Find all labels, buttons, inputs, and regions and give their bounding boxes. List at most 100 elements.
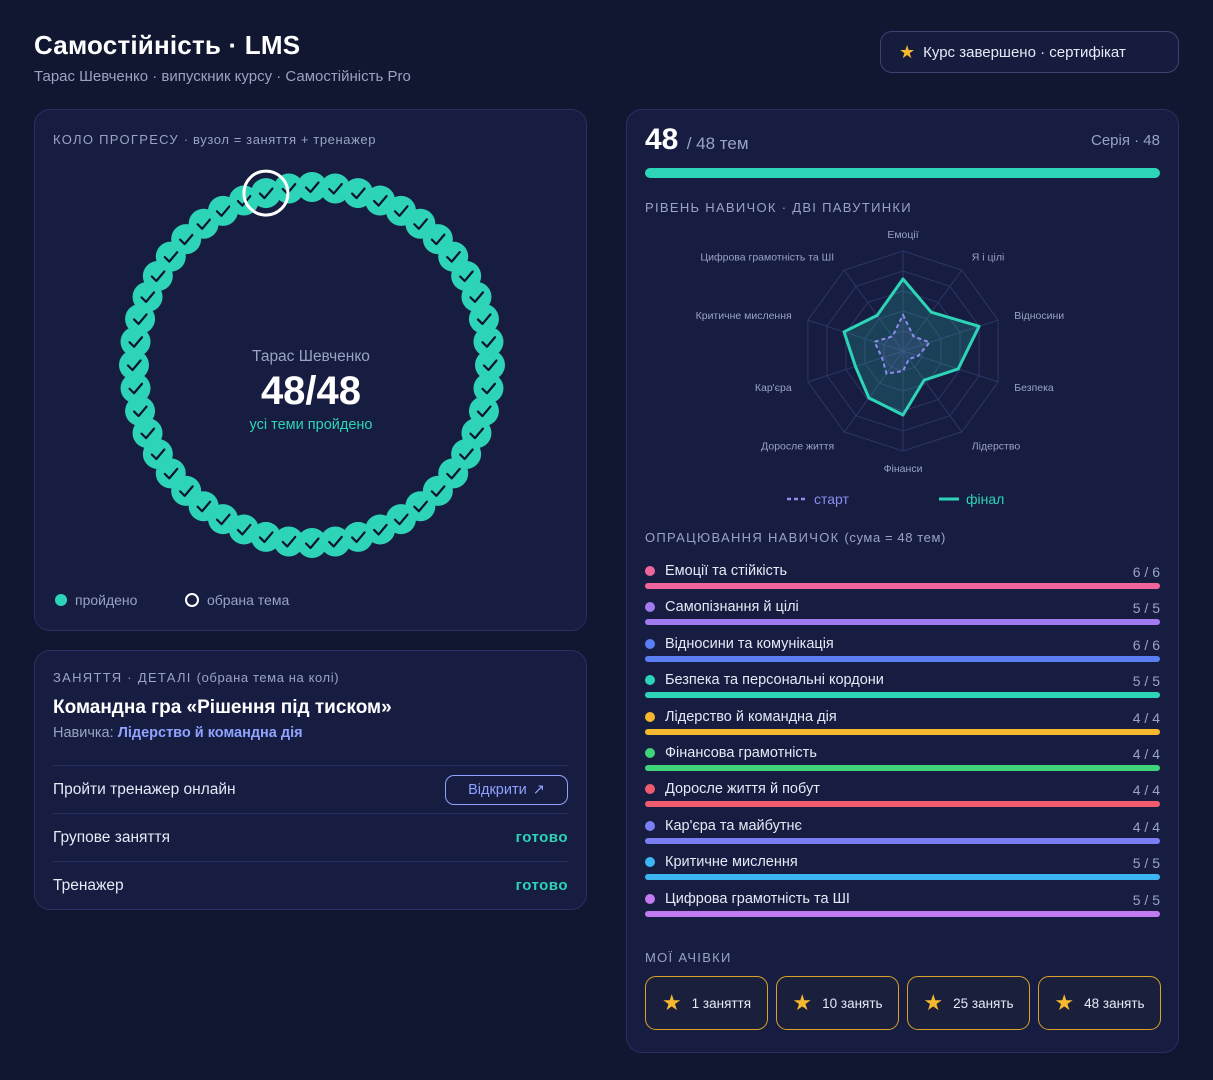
- skill-row: Лідерство й командна дія 4 / 4: [645, 709, 1160, 739]
- ring-node[interactable]: [320, 526, 351, 557]
- ring-node[interactable]: [273, 526, 304, 557]
- progress-ring-heading-hint: · вузол = заняття + тренажер: [183, 132, 377, 147]
- skill-label: Безпека та персональні кордони: [645, 672, 884, 688]
- ring-node[interactable]: [250, 178, 281, 209]
- achievements-list: ★ 1 заняття ★ 10 занять ★ 25 занять ★ 48…: [645, 976, 1161, 1030]
- achievement-badge[interactable]: ★ 10 занять: [776, 976, 899, 1030]
- check-icon: [132, 313, 148, 326]
- check-icon: [413, 218, 428, 230]
- achievement-badge[interactable]: ★ 25 занять: [907, 976, 1030, 1030]
- skill-count: 6 / 6: [1132, 564, 1160, 580]
- lesson-details-card: ЗАНЯТТЯ · ДЕТАЛІ (обрана тема на колі) К…: [34, 650, 587, 910]
- achievement-badge[interactable]: ★ 1 заняття: [645, 976, 768, 1030]
- check-icon: [258, 531, 274, 544]
- certificate-label: Курс завершено · сертифікат: [923, 43, 1126, 61]
- skill-label: Емоції та стійкість: [645, 563, 787, 579]
- ring-status: усі теми пройдено: [249, 417, 373, 433]
- radar-axis-label: Критичне мислення: [696, 310, 792, 322]
- ring-node[interactable]: [297, 172, 327, 202]
- achievement-label: 1 заняття: [691, 995, 752, 1011]
- check-icon: [476, 405, 492, 418]
- ring-node[interactable]: [473, 373, 504, 404]
- ring-node[interactable]: [120, 326, 151, 357]
- skill-name: Емоції та стійкість: [665, 563, 788, 579]
- skill-name: Доросле життя й побут: [665, 781, 820, 798]
- radar-legend-final-label: фінал: [966, 491, 1005, 507]
- check-icon: [328, 535, 343, 548]
- check-icon: [150, 270, 166, 283]
- skill-label: Самопізнання й цілі: [645, 599, 799, 615]
- check-icon: [215, 513, 231, 526]
- certificate-button[interactable]: ★ Курс завершено · сертифікат: [880, 31, 1179, 73]
- check-icon: [196, 218, 212, 230]
- skill-name: Лідерство й командна дія: [665, 708, 837, 725]
- ring-node[interactable]: [468, 303, 499, 334]
- skill-label: Відносини та комунікація: [645, 636, 834, 652]
- legend-selected-label: обрана тема: [207, 592, 290, 608]
- trainer-label: Тренажер: [53, 876, 124, 894]
- check-icon: [469, 291, 485, 303]
- dashed-line-icon: [787, 497, 807, 501]
- check-icon: [258, 187, 274, 200]
- check-icon: [150, 448, 166, 461]
- trainer-online-row: Пройти тренажер онлайн Відкрити ↗: [53, 765, 568, 813]
- star-icon: ★: [792, 990, 813, 1015]
- ring-node[interactable]: [475, 350, 505, 380]
- star-icon: ★: [899, 42, 916, 62]
- skill-count: 4 / 4: [1132, 746, 1160, 762]
- selected-node-marker: [242, 169, 290, 217]
- lesson-skill-prefix: Навичка:: [53, 725, 114, 741]
- details-heading: ЗАНЯТТЯ · ДЕТАЛІ (обрана тема на колі): [53, 670, 339, 685]
- achievement-badge[interactable]: ★ 48 занять: [1038, 976, 1161, 1030]
- skill-progress-fill: [645, 910, 1160, 917]
- ring-node[interactable]: [125, 396, 156, 427]
- skill-label: Цифрова грамотність та ШІ: [645, 891, 850, 907]
- radar-axis-label: Кар'єра: [755, 382, 792, 394]
- skill-color-dot: [645, 675, 655, 686]
- check-icon: [163, 251, 179, 263]
- star-icon: ★: [1054, 990, 1075, 1015]
- open-trainer-button[interactable]: Відкрити ↗: [445, 774, 568, 805]
- skill-color-dot: [645, 820, 655, 831]
- radar-legend-start-label: старт: [814, 491, 849, 507]
- lesson-skill: Навичка: Лідерство й командна дія: [53, 725, 303, 741]
- progress-ring-heading-main: КОЛО ПРОГРЕСУ: [53, 132, 179, 147]
- ring-node[interactable]: [343, 521, 374, 552]
- details-heading-main: ЗАНЯТТЯ · ДЕТАЛІ: [53, 670, 192, 685]
- skill-label: Кар'єра та майбутнє: [645, 818, 802, 834]
- check-icon: [481, 382, 497, 395]
- check-icon: [304, 181, 320, 194]
- skill-progress-fill: [645, 874, 1160, 881]
- ring-node[interactable]: [119, 350, 149, 380]
- skill-row: Кар'єра та майбутнє 4 / 4: [645, 818, 1160, 848]
- ring-node[interactable]: [320, 173, 351, 204]
- skill-progress-fill: [645, 619, 1160, 626]
- skill-name: Цифрова грамотність та ШІ: [665, 890, 850, 907]
- check-icon: [393, 513, 409, 526]
- skill-row: Емоції та стійкість 6 / 6: [645, 563, 1160, 593]
- external-arrow-icon: ↗: [532, 781, 545, 798]
- ring-node[interactable]: [297, 528, 327, 558]
- check-icon: [281, 535, 297, 548]
- skill-color-dot: [645, 893, 655, 904]
- check-icon: [328, 182, 343, 195]
- open-trainer-label: Відкрити: [468, 781, 527, 798]
- skill-color-dot: [645, 566, 655, 576]
- achievement-label: 25 занять: [953, 995, 1014, 1011]
- ring-score: 48/48: [260, 369, 362, 413]
- ring-node[interactable]: [473, 326, 504, 357]
- skill-row: Безпека та персональні кордони 5 / 5: [645, 672, 1160, 702]
- check-icon: [140, 291, 156, 303]
- check-icon: [350, 187, 366, 200]
- radar-grid: [807, 250, 999, 452]
- ring-node[interactable]: [120, 373, 151, 404]
- achievement-label: 10 занять: [822, 995, 883, 1011]
- check-icon: [350, 531, 366, 544]
- radar-axis-label: Лідерство: [972, 441, 1021, 453]
- group-lesson-status: готово: [515, 829, 568, 846]
- skill-count: 5 / 5: [1132, 855, 1160, 872]
- progress-ring-card: КОЛО ПРОГРЕСУ · вузол = заняття + тренаж…: [34, 109, 587, 631]
- skill-count: 5 / 5: [1132, 891, 1160, 908]
- achievements-heading: МОЇ АЧІВКИ: [645, 950, 732, 965]
- radar-axis-label: Фінанси: [884, 463, 923, 475]
